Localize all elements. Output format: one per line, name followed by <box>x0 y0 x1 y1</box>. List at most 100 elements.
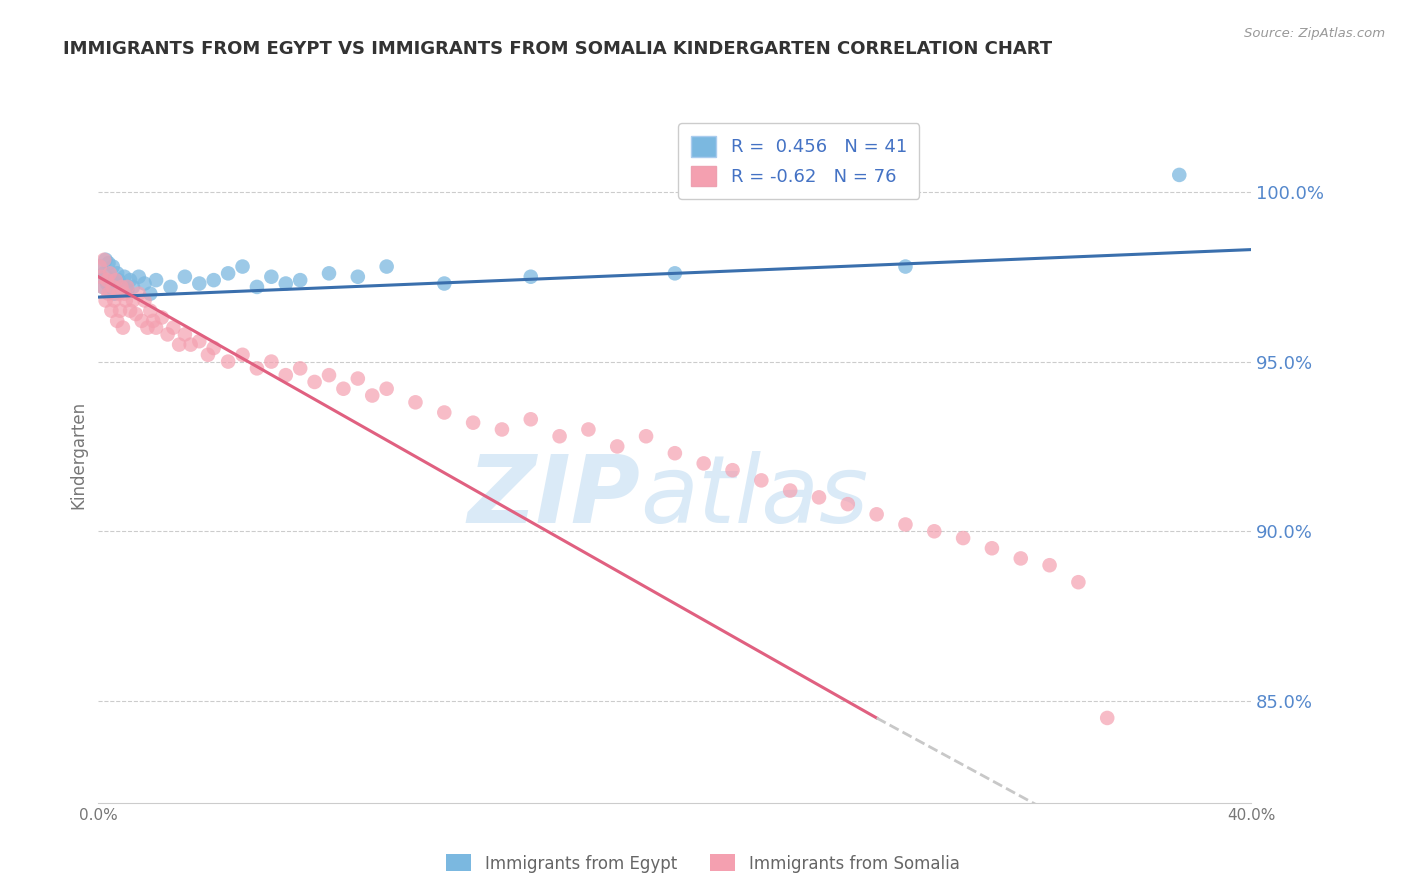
Point <box>90 269 112 284</box>
Point <box>433 277 456 291</box>
Point <box>105 314 128 328</box>
Point <box>162 320 184 334</box>
Point <box>981 541 1004 556</box>
Point <box>260 269 283 284</box>
Point <box>491 422 513 436</box>
Point <box>318 368 340 383</box>
Point <box>375 382 398 396</box>
Point <box>122 280 145 294</box>
Point <box>103 293 125 308</box>
Point <box>197 348 219 362</box>
Point <box>156 327 179 342</box>
Point <box>520 269 543 284</box>
Point <box>894 260 917 274</box>
Point <box>520 412 543 426</box>
Point <box>145 273 167 287</box>
Point <box>117 280 139 294</box>
Point <box>664 446 686 460</box>
Point <box>924 524 946 539</box>
Point <box>93 252 115 267</box>
Point <box>91 280 114 294</box>
Point <box>246 361 269 376</box>
Point <box>231 348 254 362</box>
Point <box>105 266 128 280</box>
Point <box>150 310 173 325</box>
Point <box>304 375 326 389</box>
Point <box>174 327 197 342</box>
Point <box>91 280 114 294</box>
Point <box>139 303 162 318</box>
Point <box>142 314 165 328</box>
Point <box>128 286 150 301</box>
Point <box>134 277 156 291</box>
Point <box>114 293 136 308</box>
Point <box>94 252 117 267</box>
Point <box>100 303 122 318</box>
Point <box>866 508 889 522</box>
Point <box>1067 575 1090 590</box>
Point <box>1038 558 1062 573</box>
Point <box>260 354 283 368</box>
Point <box>188 277 211 291</box>
Legend: Immigrants from Egypt, Immigrants from Somalia: Immigrants from Egypt, Immigrants from S… <box>440 847 966 880</box>
Point <box>101 260 124 274</box>
Point <box>111 320 134 334</box>
Point <box>108 303 131 318</box>
Point <box>93 266 115 280</box>
Point <box>246 280 269 294</box>
Point <box>89 260 111 274</box>
Point <box>104 273 127 287</box>
Point <box>1010 551 1032 566</box>
Point <box>96 273 118 287</box>
Point <box>952 531 974 545</box>
Point <box>231 260 254 274</box>
Point <box>405 395 427 409</box>
Point <box>779 483 801 498</box>
Point <box>1168 168 1191 182</box>
Text: ZIP: ZIP <box>467 450 640 542</box>
Point <box>433 405 456 419</box>
Y-axis label: Kindergarten: Kindergarten <box>69 401 87 509</box>
Text: IMMIGRANTS FROM EGYPT VS IMMIGRANTS FROM SOMALIA KINDERGARTEN CORRELATION CHART: IMMIGRANTS FROM EGYPT VS IMMIGRANTS FROM… <box>63 40 1053 58</box>
Point <box>107 286 129 301</box>
Point <box>110 280 132 294</box>
Text: Source: ZipAtlas.com: Source: ZipAtlas.com <box>1244 27 1385 40</box>
Point <box>107 273 129 287</box>
Point <box>131 314 153 328</box>
Point <box>120 303 142 318</box>
Point <box>97 286 120 301</box>
Point <box>174 269 197 284</box>
Point <box>104 277 127 291</box>
Point <box>807 491 830 505</box>
Point <box>1097 711 1119 725</box>
Point <box>375 260 398 274</box>
Point <box>751 474 773 488</box>
Point <box>125 307 148 321</box>
Point <box>346 371 368 385</box>
Point <box>89 260 111 274</box>
Point <box>128 269 150 284</box>
Point <box>290 273 312 287</box>
Point <box>98 283 121 297</box>
Point <box>96 277 118 291</box>
Point <box>217 266 239 280</box>
Point <box>346 269 368 284</box>
Point <box>693 457 716 471</box>
Point <box>664 266 686 280</box>
Point <box>202 273 225 287</box>
Point <box>461 416 484 430</box>
Point <box>721 463 744 477</box>
Point <box>139 286 162 301</box>
Point <box>290 361 312 376</box>
Point <box>606 439 628 453</box>
Point <box>548 429 571 443</box>
Point <box>274 277 297 291</box>
Point <box>122 293 145 308</box>
Point <box>100 273 122 287</box>
Point <box>332 382 354 396</box>
Point <box>120 273 142 287</box>
Point <box>145 320 167 334</box>
Point <box>202 341 225 355</box>
Point <box>167 337 190 351</box>
Text: atlas: atlas <box>640 451 869 542</box>
